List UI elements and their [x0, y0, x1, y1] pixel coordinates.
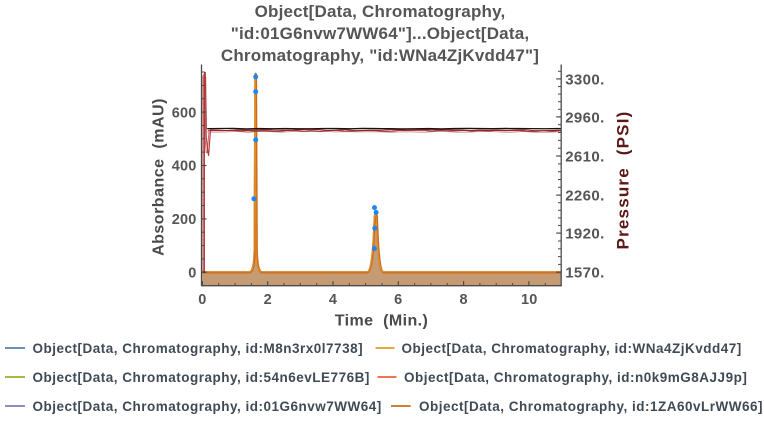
svg-text:1570.: 1570.	[565, 265, 605, 282]
svg-text:"id:01G6nvw7WW64"]...Object[Da: "id:01G6nvw7WW64"]...Object[Data,	[231, 24, 530, 43]
svg-text:Object[Data, Chromatography, i: Object[Data, Chromatography, id:54n6evLE…	[33, 370, 370, 385]
svg-text:2610.: 2610.	[565, 148, 605, 165]
svg-text:Object[Data, Chromatography, i: Object[Data, Chromatography, id:M8n3rx0l…	[33, 341, 364, 356]
svg-text:400: 400	[172, 159, 197, 175]
svg-text:Time (Min.): Time (Min.)	[335, 313, 428, 330]
svg-text:0: 0	[188, 266, 196, 282]
svg-text:1920.: 1920.	[565, 226, 605, 243]
svg-text:Chromatography, "id:WNa4ZjKvdd: Chromatography, "id:WNa4ZjKvdd47"]	[221, 46, 539, 65]
svg-text:Object[Data, Chromatography, i: Object[Data, Chromatography, id:1ZA60vLr…	[419, 399, 763, 414]
svg-text:8: 8	[459, 292, 467, 308]
svg-text:2: 2	[264, 292, 272, 308]
svg-text:4: 4	[329, 292, 337, 308]
svg-text:6: 6	[394, 292, 402, 308]
svg-text:2960.: 2960.	[565, 109, 605, 126]
svg-text:Object[Data, Chromatography,: Object[Data, Chromatography,	[255, 2, 506, 21]
svg-text:200: 200	[172, 212, 197, 228]
svg-text:Object[Data, Chromatography, i: Object[Data, Chromatography, id:01G6nvw7…	[33, 399, 382, 414]
svg-text:2260.: 2260.	[565, 188, 605, 205]
svg-text:Object[Data, Chromatography, i: Object[Data, Chromatography, id:WNa4ZjKv…	[402, 341, 742, 356]
svg-text:600: 600	[172, 105, 197, 121]
svg-text:Absorbance (mAU): Absorbance (mAU)	[151, 98, 168, 256]
svg-text:Object[Data, Chromatography, i: Object[Data, Chromatography, id:n0k9mG8A…	[404, 370, 747, 385]
svg-text:Pressure (PSI): Pressure (PSI)	[614, 111, 633, 250]
svg-text:3300.: 3300.	[565, 71, 605, 88]
svg-text:10: 10	[521, 292, 538, 308]
svg-text:0: 0	[198, 292, 206, 308]
